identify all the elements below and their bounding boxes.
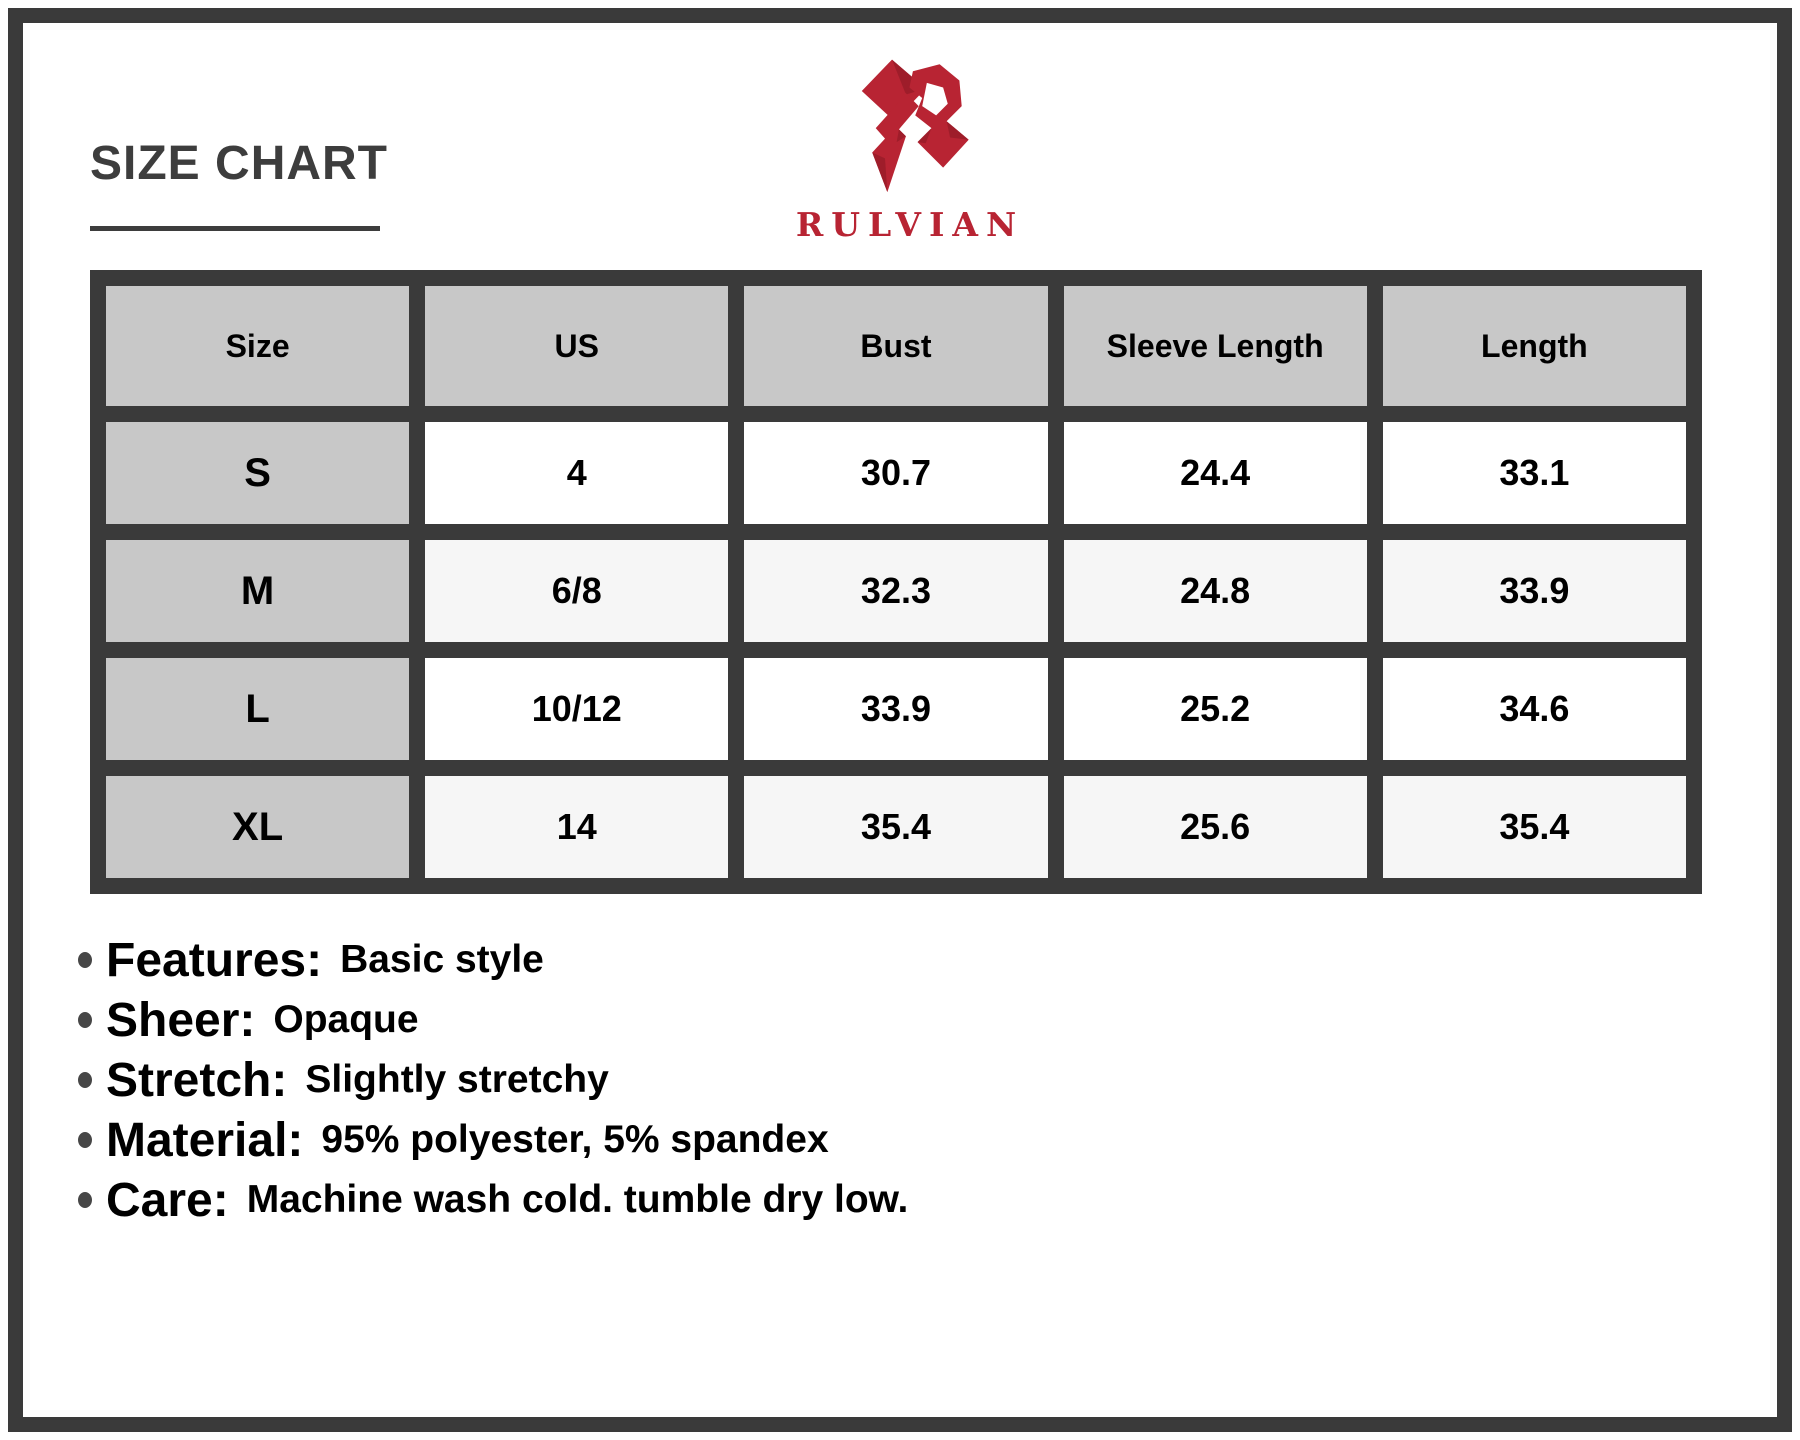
row-l-us: 10/12 <box>425 658 729 760</box>
detail-label: Care: <box>106 1173 229 1227</box>
detail-item-features: Features: Basic style <box>78 930 908 990</box>
bullet-icon <box>78 1072 92 1088</box>
bullet-icon <box>78 1192 92 1208</box>
row-s-bust: 30.7 <box>744 422 1048 524</box>
row-s-size: S <box>106 422 410 524</box>
detail-value: Machine wash cold. tumble dry low. <box>246 1178 909 1221</box>
row-m-bust: 32.3 <box>744 540 1048 642</box>
detail-label: Sheer: <box>106 993 256 1047</box>
row-s-us: 4 <box>425 422 729 524</box>
detail-value: Slightly stretchy <box>305 1058 609 1101</box>
brand-name: RULVIAN <box>795 205 1025 244</box>
row-l-length: 34.6 <box>1382 658 1686 760</box>
table-row-l: L 10/12 33.9 25.2 34.6 <box>106 658 1686 760</box>
table-row-s: S 4 30.7 24.4 33.1 <box>106 422 1686 524</box>
header-length: Length <box>1382 286 1686 406</box>
row-m-sleeve-length: 24.8 <box>1063 540 1367 642</box>
detail-value: Basic style <box>340 938 544 981</box>
detail-item-care: Care: Machine wash cold. tumble dry low. <box>78 1170 908 1230</box>
row-xl-sleeve-length: 25.6 <box>1063 776 1367 878</box>
detail-item-material: Material: 95% polyester, 5% spandex <box>78 1110 908 1170</box>
row-l-bust: 33.9 <box>744 658 1048 760</box>
row-s-sleeve-length: 24.4 <box>1063 422 1367 524</box>
row-l-size: L <box>106 658 410 760</box>
detail-label: Material: <box>106 1113 304 1167</box>
header-size: Size <box>106 286 410 406</box>
table-row-xl: XL 14 35.4 25.6 35.4 <box>106 776 1686 878</box>
size-chart-table: Size US Bust Sleeve Length Length S 4 30… <box>90 270 1702 894</box>
detail-label: Features: <box>106 933 323 987</box>
angular-r-logo-icon <box>861 59 969 193</box>
header-bust: Bust <box>744 286 1048 406</box>
row-m-us: 6/8 <box>425 540 729 642</box>
row-xl-size: XL <box>106 776 410 878</box>
size-table-body: S 4 30.7 24.4 33.1 M 6/8 32.3 24.8 33.9 … <box>106 422 1686 878</box>
header-sleeve-length: Sleeve Length <box>1063 286 1367 406</box>
detail-label: Stretch: <box>106 1053 288 1107</box>
row-m-length: 33.9 <box>1382 540 1686 642</box>
size-table-header: Size US Bust Sleeve Length Length <box>106 286 1686 406</box>
header-row: Size US Bust Sleeve Length Length <box>106 286 1686 406</box>
row-xl-us: 14 <box>425 776 729 878</box>
row-s-length: 33.1 <box>1382 422 1686 524</box>
product-details-list: Features: Basic style Sheer: Opaque Stre… <box>78 930 908 1230</box>
row-l-sleeve-length: 25.2 <box>1063 658 1367 760</box>
brand-block: RULVIAN <box>725 56 1095 244</box>
row-xl-bust: 35.4 <box>744 776 1048 878</box>
bullet-icon <box>78 1132 92 1148</box>
detail-value: 95% polyester, 5% spandex <box>321 1118 829 1161</box>
title-underline <box>90 226 380 231</box>
row-m-size: M <box>106 540 410 642</box>
detail-item-sheer: Sheer: Opaque <box>78 990 908 1050</box>
page-title: SIZE CHART <box>90 137 388 190</box>
detail-item-stretch: Stretch: Slightly stretchy <box>78 1050 908 1110</box>
bullet-icon <box>78 952 92 968</box>
table-row-m: M 6/8 32.3 24.8 33.9 <box>106 540 1686 642</box>
header-us: US <box>425 286 729 406</box>
bullet-icon <box>78 1012 92 1028</box>
row-xl-length: 35.4 <box>1382 776 1686 878</box>
detail-value: Opaque <box>273 998 419 1041</box>
